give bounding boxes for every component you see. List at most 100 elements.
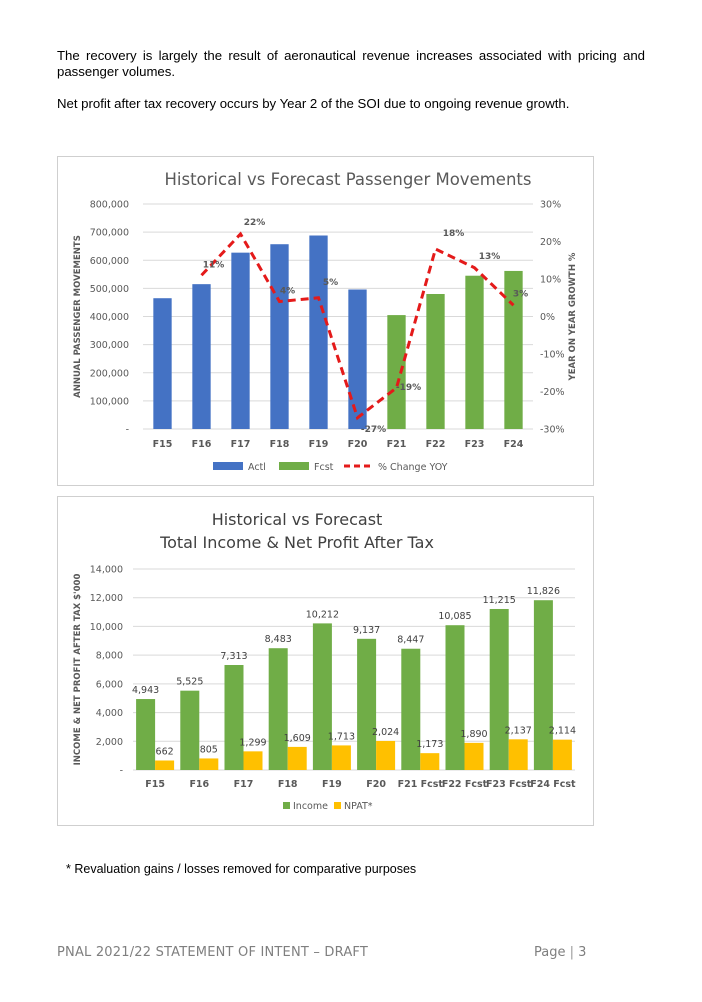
x-tick-label: F15 — [153, 439, 173, 450]
bar-npat — [199, 758, 219, 770]
bar-income — [136, 699, 156, 770]
bar-income — [489, 608, 509, 770]
income-data-label: 4,943 — [132, 685, 159, 696]
legend-income-swatch — [283, 802, 290, 809]
y2-tick-label: 0% — [540, 312, 555, 323]
income-data-label: 5,525 — [176, 677, 203, 688]
legend-change-label: % Change YOY — [378, 462, 448, 473]
y-tick-label: - — [120, 766, 123, 777]
y-tick-label: 10,000 — [90, 622, 123, 633]
bar-npat — [508, 739, 528, 770]
bar-actl-f19 — [309, 235, 328, 429]
x-tick-label: F17 — [234, 779, 254, 790]
bar-fcst-f24 — [504, 270, 523, 429]
y2-tick-label: -10% — [540, 350, 565, 361]
npat-data-label: 1,173 — [416, 739, 443, 750]
y-axis-title: ANNUAL PASSENGER MOVEMENTS — [73, 235, 83, 398]
chart-title-line-1: Historical vs Forecast — [212, 510, 383, 529]
change-data-label: 13% — [479, 252, 501, 262]
income-data-label: 10,085 — [438, 611, 471, 622]
income-chart-frame: Historical vs Forecast Total Income & Net… — [57, 496, 594, 826]
x-tick-label: F20 — [348, 439, 368, 450]
y-tick-label: 4,000 — [96, 708, 123, 719]
x-tick-label: F21 Fcst — [398, 779, 444, 790]
y-tick-label: 100,000 — [90, 396, 129, 407]
change-data-label: 4% — [280, 287, 295, 297]
income-data-label: 7,313 — [220, 651, 247, 662]
bar-fcst-f23 — [465, 275, 484, 429]
y2-tick-label: -30% — [540, 425, 565, 436]
npat-data-label: 2,137 — [505, 725, 532, 736]
footer-page-label: Page — [534, 945, 566, 960]
bar-income — [268, 648, 288, 770]
y2-tick-label: 30% — [540, 200, 561, 211]
y-tick-label: 14,000 — [90, 565, 123, 576]
bar-income — [357, 638, 377, 770]
bar-income — [401, 648, 421, 770]
bar-actl-f18 — [270, 244, 289, 429]
footer-page-number: 3 — [578, 945, 587, 960]
chart-title-line-2: Total Income & Net Profit After Tax — [159, 533, 434, 552]
footer-separator: | — [569, 945, 575, 960]
y-tick-label: 600,000 — [90, 256, 129, 267]
footnote: * Revaluation gains / losses removed for… — [66, 862, 417, 876]
income-data-label: 8,483 — [265, 634, 292, 645]
x-tick-label: F24 — [504, 439, 524, 450]
legend-fcst-label: Fcst — [314, 462, 334, 473]
npat-data-label: 1,890 — [460, 729, 487, 740]
income-npat-chart: Historical vs Forecast Total Income & Net… — [73, 510, 576, 812]
y-tick-label: 6,000 — [96, 679, 123, 690]
x-tick-label: F18 — [278, 779, 298, 790]
y-axis-title: INCOME & NET PROFIT AFTER TAX $'000 — [73, 574, 83, 766]
y2-axis-title: YEAR ON YEAR GROWTH % — [568, 252, 578, 381]
footer-page: Page | 3 — [534, 945, 586, 960]
y-tick-label: 800,000 — [90, 200, 129, 211]
change-data-label: 5% — [323, 278, 338, 288]
x-tick-label: F16 — [189, 779, 209, 790]
y2-tick-label: -20% — [540, 387, 565, 398]
y-tick-label: 8,000 — [96, 651, 123, 662]
intro-paragraph: The recovery is largely the result of ae… — [57, 48, 645, 79]
x-tick-label: F19 — [322, 779, 342, 790]
npat-data-label: 2,114 — [549, 726, 576, 737]
chart-title: Historical vs Forecast Passenger Movemen… — [165, 170, 532, 189]
y-tick-label: 300,000 — [90, 340, 129, 351]
legend-actl-swatch — [213, 462, 243, 470]
npat-data-label: 805 — [200, 744, 218, 755]
x-tick-label: F15 — [145, 779, 165, 790]
change-data-label: -19% — [396, 383, 421, 393]
change-data-label: 3% — [513, 289, 528, 299]
line-change-yoy — [200, 231, 515, 421]
npat-data-label: 1,609 — [284, 733, 311, 744]
x-tick-label: F18 — [270, 439, 290, 450]
bar-fcst-f21 — [387, 315, 406, 429]
npat-paragraph: Net profit after tax recovery occurs by … — [57, 96, 570, 111]
bar-npat — [464, 742, 484, 770]
change-data-label: 18% — [443, 229, 465, 239]
y2-tick-label: 10% — [540, 275, 561, 286]
x-tick-label: F20 — [366, 779, 386, 790]
bar-npat — [420, 753, 440, 770]
bar-actl-f17 — [231, 252, 250, 429]
bar-fcst-f22 — [426, 294, 445, 429]
footer-document-title: PNAL 2021/22 STATEMENT OF INTENT – DRAFT — [57, 945, 369, 960]
x-tick-label: F23 Fcst — [486, 779, 532, 790]
y2-tick-label: 20% — [540, 237, 561, 248]
bar-actl-f20 — [348, 289, 367, 429]
bar-npat — [155, 760, 175, 770]
legend-npat-swatch — [334, 802, 341, 809]
bar-npat — [552, 739, 572, 770]
change-data-label: 22% — [244, 218, 266, 228]
npat-data-label: 1,299 — [239, 737, 266, 748]
change-data-label: -27% — [361, 425, 386, 435]
bar-npat — [331, 745, 351, 770]
x-tick-label: F19 — [309, 439, 329, 450]
bar-npat — [376, 740, 396, 770]
y-tick-label: 500,000 — [90, 284, 129, 295]
x-tick-label: F22 — [426, 439, 446, 450]
y-tick-label: - — [126, 425, 129, 436]
bar-income — [533, 600, 553, 770]
y-tick-label: 12,000 — [90, 593, 123, 604]
bar-actl-f15 — [153, 298, 172, 429]
income-data-label: 10,212 — [306, 609, 339, 620]
